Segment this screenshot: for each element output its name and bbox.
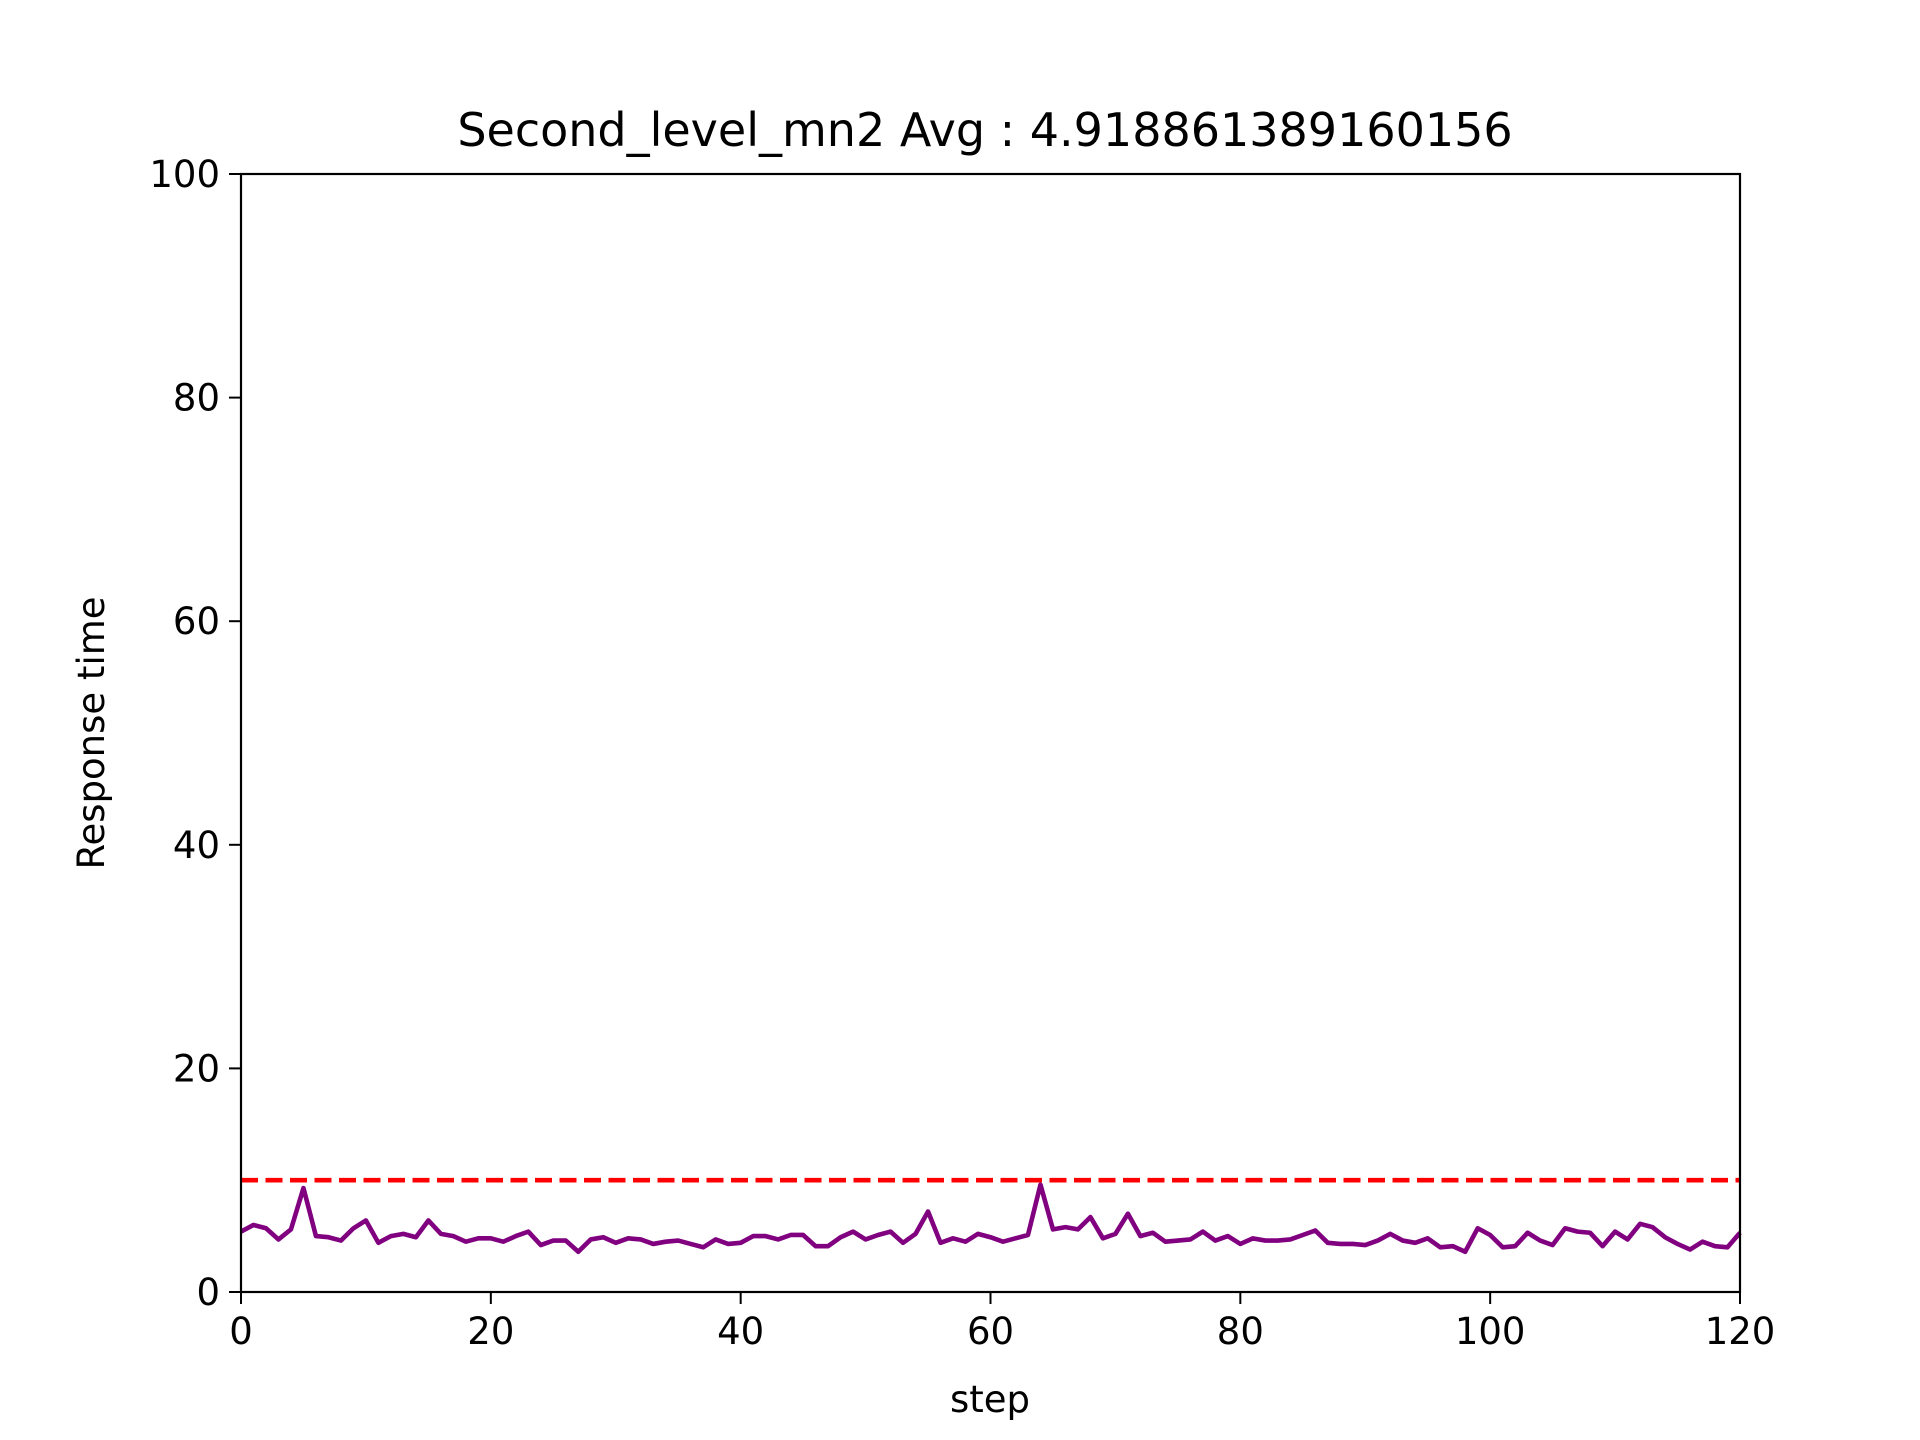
plot-frame [239,172,1742,1294]
x-tick-label: 100 [1455,1310,1526,1353]
y-axis-ticks: 0 20 40 60 80 100 [149,153,241,1314]
x-axis-ticks: 0 20 40 60 80 100 120 [229,1292,1775,1353]
chart-title: Second_level_mn2 Avg : 4.918861389160156 [457,103,1512,157]
response-time-line [239,1182,1742,1255]
y-tick-label: 80 [173,377,220,420]
y-axis-label: Response time [70,596,113,869]
y-tick-label: 100 [149,153,220,196]
x-tick-label: 80 [1217,1310,1264,1353]
plot-lines [239,1177,1742,1255]
y-tick-label: 40 [173,824,220,867]
x-tick-label: 0 [229,1310,253,1353]
x-tick-label: 40 [717,1310,764,1353]
x-tick-label: 60 [967,1310,1014,1353]
y-tick-label: 20 [173,1047,220,1090]
x-axis-label: step [950,1378,1030,1421]
y-tick-label: 0 [196,1271,220,1314]
x-tick-label: 20 [467,1310,514,1353]
y-tick-label: 60 [173,600,220,643]
x-tick-label: 120 [1705,1310,1776,1353]
